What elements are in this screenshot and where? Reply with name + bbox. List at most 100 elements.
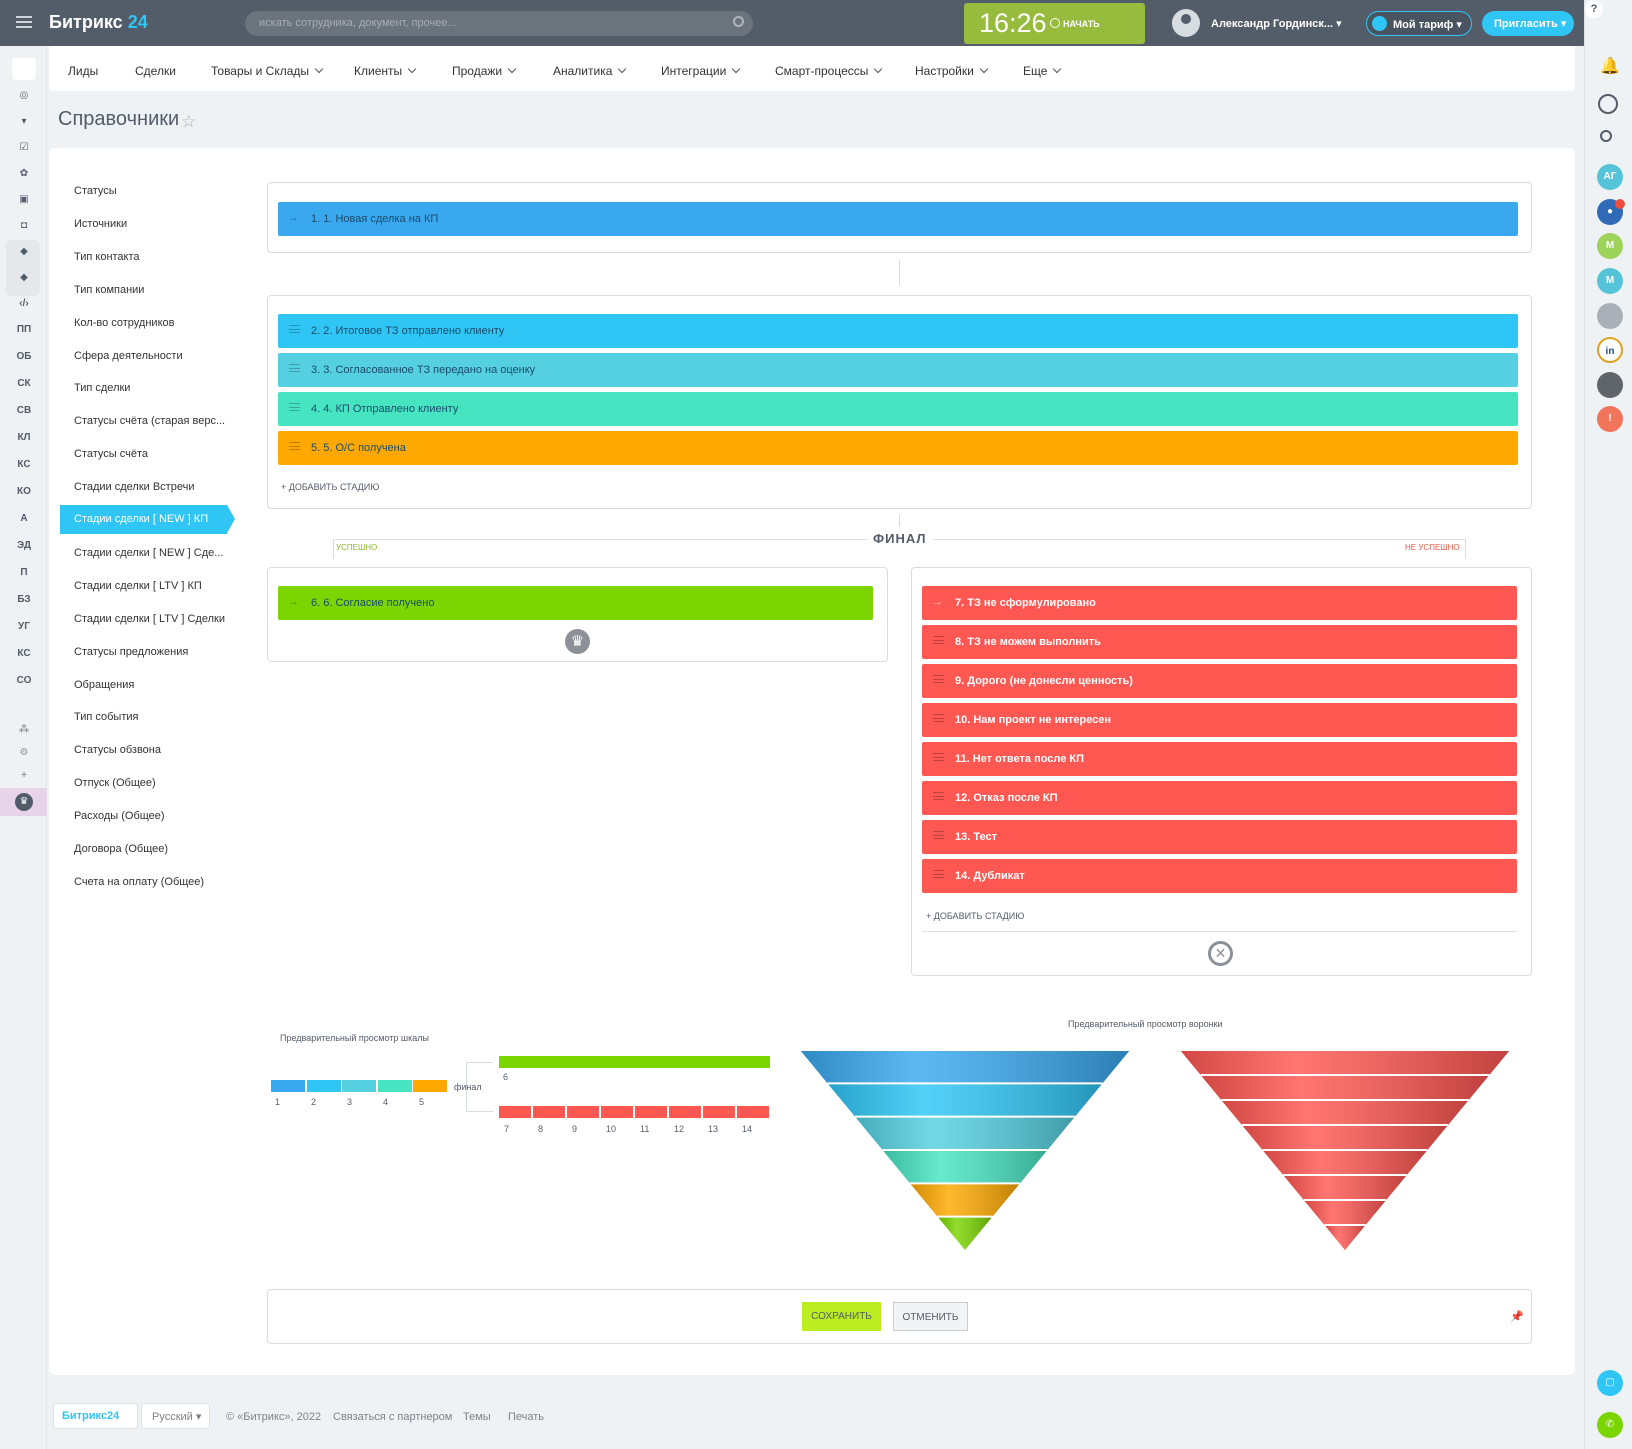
- sidebar-item[interactable]: Договора (Общее): [74, 843, 169, 855]
- sidebar-item[interactable]: Тип компании: [74, 283, 145, 296]
- app-icon[interactable]: А: [20, 513, 28, 524]
- app-icon[interactable]: СО: [16, 675, 32, 686]
- add-stage-fail-button[interactable]: + ДОБАВИТЬ СТАДИЮ: [926, 911, 1025, 921]
- drag-handle-icon[interactable]: [933, 636, 944, 644]
- gear-icon[interactable]: ⚙: [19, 747, 29, 758]
- menu-item[interactable]: Продажи: [452, 64, 515, 78]
- stage-fail[interactable]: 9. Дорого (не донесли ценность): [922, 664, 1517, 698]
- avatar-in[interactable]: in: [1597, 337, 1623, 363]
- stage-fail[interactable]: 8. ТЗ не можем выполнить: [922, 625, 1517, 659]
- robot-icon[interactable]: ◘: [20, 220, 28, 231]
- language-select[interactable]: Русский ▾: [141, 1403, 210, 1429]
- drag-handle-icon[interactable]: [933, 675, 944, 683]
- stage-fail[interactable]: 10. Нам проект не интересен: [922, 703, 1517, 737]
- group-icon[interactable]: ✿: [19, 168, 29, 179]
- phone-icon[interactable]: ✆: [1597, 1412, 1623, 1438]
- plus-icon[interactable]: +: [21, 770, 27, 781]
- sidebar-item[interactable]: Источники: [74, 217, 128, 230]
- stage-fail[interactable]: → 7. ТЗ не сформулировано: [922, 586, 1517, 620]
- stage-process[interactable]: 2. 2. Итоговое ТЗ отправлено клиенту: [278, 314, 1518, 348]
- crown-icon[interactable]: ♛: [15, 793, 33, 811]
- app-icon[interactable]: КС: [17, 459, 31, 470]
- footer-print-link[interactable]: Печать: [508, 1411, 545, 1423]
- box2-icon[interactable]: ◆: [20, 272, 28, 283]
- start-day-button[interactable]: НАЧАТЬ: [1050, 18, 1100, 29]
- menu-item[interactable]: Клиенты: [354, 64, 415, 78]
- search-icon-right[interactable]: [1600, 130, 1612, 142]
- menu-item[interactable]: Интеграции: [661, 64, 739, 78]
- drag-handle-icon[interactable]: [933, 870, 944, 878]
- cancel-button[interactable]: ОТМЕНИТЬ: [893, 1302, 968, 1331]
- stage-fail[interactable]: 13. Тест: [922, 820, 1517, 854]
- star-icon[interactable]: ☆: [181, 112, 197, 131]
- app-icon[interactable]: КС: [17, 648, 31, 659]
- drag-handle-icon[interactable]: [289, 442, 300, 450]
- sitemap-icon[interactable]: ⁂: [18, 724, 30, 735]
- avatar-m1[interactable]: М: [1597, 233, 1623, 259]
- sidebar-item[interactable]: Статусы: [74, 185, 117, 197]
- search-icon[interactable]: [733, 16, 744, 27]
- sidebar-item[interactable]: Стадии сделки [ LTV ] КП: [74, 579, 202, 592]
- sidebar-item[interactable]: Статусы счёта (старая верс...: [74, 415, 226, 428]
- menu-toggle-icon[interactable]: [16, 16, 32, 28]
- drag-handle-icon[interactable]: [933, 831, 944, 839]
- menu-item[interactable]: Смарт-процессы: [775, 64, 881, 78]
- app-icon[interactable]: СВ: [16, 405, 32, 416]
- sidebar-item[interactable]: Сфера деятельности: [74, 349, 183, 362]
- stage-fail[interactable]: 12. Отказ после КП: [922, 781, 1517, 815]
- app-icon[interactable]: ПП: [16, 324, 32, 335]
- stage-fail[interactable]: 11. Нет ответа после КП: [922, 742, 1517, 776]
- sidebar-item-active[interactable]: Стадии сделки [ NEW ] КП: [60, 505, 235, 534]
- sidebar-item[interactable]: Тип контакта: [74, 250, 140, 263]
- sidebar-item[interactable]: Счета на оплату (Общее): [74, 875, 205, 888]
- sidebar-item[interactable]: Статусы обзвона: [74, 744, 161, 757]
- sidebar-item[interactable]: Стадии сделки [ NEW ] Сде...: [74, 546, 224, 559]
- arrow-icon[interactable]: →: [932, 596, 943, 608]
- box-icon[interactable]: ◆: [20, 246, 28, 257]
- sidebar-item[interactable]: Стадии сделки [ LTV ] Сделки: [74, 612, 225, 625]
- footer-logo[interactable]: Битрикс24: [53, 1403, 138, 1429]
- menu-item[interactable]: Настройки: [915, 64, 987, 78]
- tariff-button[interactable]: Мой тариф ▾: [1366, 11, 1472, 36]
- menu-item[interactable]: Еще: [1023, 64, 1060, 78]
- stage-success[interactable]: → 6. 6. Согласие получено: [278, 586, 873, 620]
- menu-item[interactable]: Аналитика: [553, 64, 625, 78]
- sidebar-item[interactable]: Стадии сделки Встречи: [74, 481, 195, 494]
- app-icon[interactable]: ЭД: [17, 540, 31, 551]
- bell-icon[interactable]: 🔔: [1600, 58, 1620, 75]
- app-icon[interactable]: П: [20, 567, 28, 578]
- drag-handle-icon[interactable]: [289, 403, 300, 411]
- sidebar-item[interactable]: Тип события: [74, 711, 139, 724]
- sidebar-item[interactable]: Статусы предложения: [74, 645, 189, 658]
- help-icon[interactable]: ?: [1585, 0, 1603, 18]
- avatar-warning[interactable]: !: [1597, 406, 1623, 432]
- invite-button[interactable]: Пригласить ▾: [1482, 11, 1574, 36]
- pin-icon[interactable]: 📌: [1510, 1311, 1524, 1323]
- search-input[interactable]: искать сотрудника, документ, прочее...: [245, 11, 753, 36]
- stage-fail[interactable]: 14. Дубликат: [922, 859, 1517, 893]
- menu-item[interactable]: Лиды: [68, 64, 99, 78]
- sidebar-item[interactable]: Отпуск (Общее): [74, 777, 156, 790]
- drag-handle-icon[interactable]: [289, 325, 300, 333]
- app-icon[interactable]: УГ: [18, 621, 30, 632]
- sidebar-item[interactable]: Расходы (Общее): [74, 810, 165, 823]
- footer-themes-link[interactable]: Темы: [463, 1411, 491, 1423]
- stage-process[interactable]: 5. 5. О/С получена: [278, 431, 1518, 465]
- logo[interactable]: Битрикс 24: [49, 12, 148, 32]
- task-icon[interactable]: ☑: [19, 142, 29, 153]
- app-icon[interactable]: СК: [17, 378, 31, 389]
- code-icon[interactable]: ‹/›: [19, 298, 29, 309]
- chat-icon[interactable]: [1598, 94, 1618, 114]
- footer-partner-link[interactable]: Связаться с партнером: [333, 1411, 453, 1423]
- drag-handle-icon[interactable]: [933, 714, 944, 722]
- contact-card-icon[interactable]: ▣: [19, 194, 29, 205]
- app-icon[interactable]: КЛ: [17, 432, 31, 443]
- add-stage-button[interactable]: + ДОБАВИТЬ СТАДИЮ: [281, 482, 380, 492]
- sidebar-item[interactable]: Кол-во сотрудников: [74, 316, 175, 329]
- sidebar-item[interactable]: Обращения: [74, 678, 135, 691]
- filter-icon[interactable]: [12, 58, 36, 80]
- app-icon[interactable]: КО: [17, 486, 31, 497]
- drag-handle-icon[interactable]: [933, 792, 944, 800]
- sidebar-item[interactable]: Тип сделки: [74, 382, 131, 395]
- target-icon[interactable]: ◎: [19, 90, 29, 101]
